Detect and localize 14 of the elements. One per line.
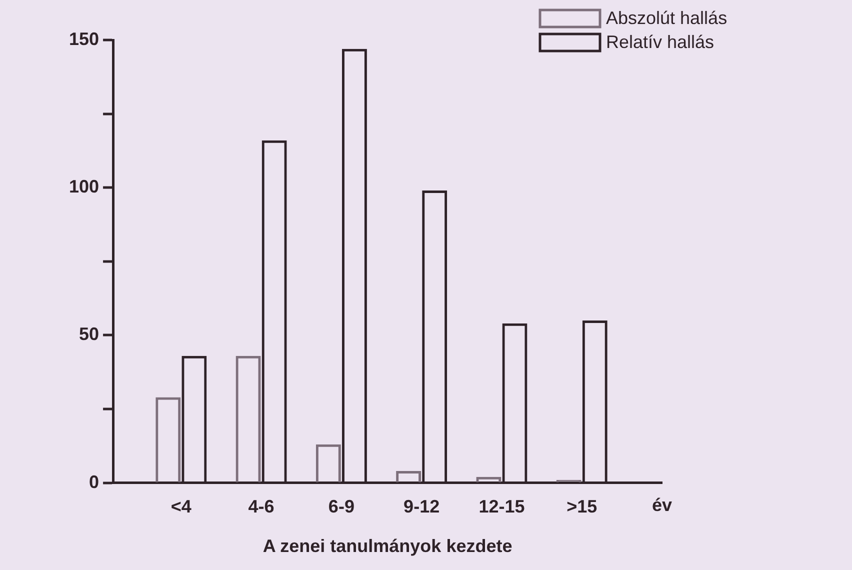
x-tick-label: 4-6 <box>248 496 274 517</box>
y-tick-label: 100 <box>68 176 100 197</box>
x-axis-title: A zenei tanulmányok kezdete <box>262 536 512 556</box>
y-tick-label: 150 <box>68 28 100 49</box>
text: év <box>652 494 672 515</box>
y-tick-label: 0 <box>89 472 100 492</box>
x-tick-label: 6-9 <box>328 496 354 517</box>
legend-label: Abszolút hallás <box>606 8 728 28</box>
x-tick-label: 9-12 <box>404 496 440 517</box>
x-tick-label: >15 <box>566 496 598 517</box>
legend-label: Relatív hallás <box>606 32 714 52</box>
y-tick-label: 50 <box>79 324 100 344</box>
x-tick-label: <4 <box>170 496 192 517</box>
x-tick-label: 12-15 <box>478 496 525 517</box>
